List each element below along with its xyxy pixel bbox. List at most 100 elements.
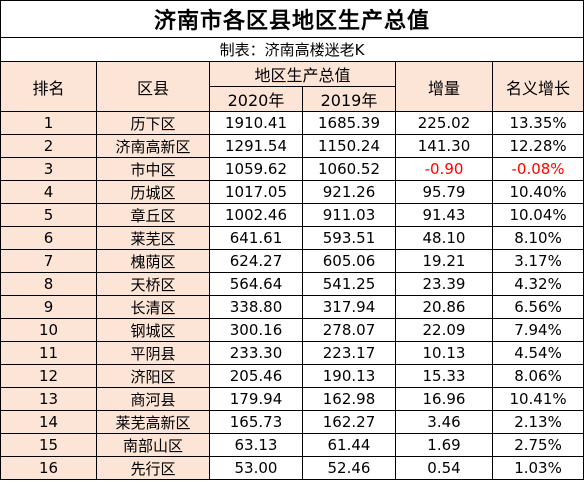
increase-cell: 225.02 — [395, 111, 493, 135]
table-row: 14 莱芜高新区 165.73 162.27 3.46 2.13% — [0, 410, 584, 434]
gdp-2020-cell: 1059.62 — [209, 157, 303, 181]
header-growth: 名义增长 — [491, 61, 584, 112]
rank-cell: 5 — [0, 203, 97, 227]
growth-cell: 4.32% — [491, 272, 584, 296]
table-row: 10 钢城区 300.16 278.07 22.09 7.94% — [0, 318, 584, 342]
gdp-2020-cell: 1017.05 — [209, 180, 303, 204]
growth-cell: 8.10% — [491, 226, 584, 250]
county-cell: 莱芜区 — [96, 226, 210, 250]
rank-cell: 12 — [0, 364, 97, 388]
gdp-2019-cell: 1685.39 — [302, 111, 396, 135]
gdp-2020-cell: 205.46 — [209, 364, 303, 388]
gdp-2020-cell: 179.94 — [209, 387, 303, 411]
county-cell: 钢城区 — [96, 318, 210, 342]
header-year-2020: 2020年 — [209, 86, 303, 112]
county-cell: 商河县 — [96, 387, 210, 411]
increase-cell: 91.43 — [395, 203, 493, 227]
gdp-2020-cell: 624.27 — [209, 249, 303, 273]
growth-cell: 2.13% — [491, 410, 584, 434]
increase-cell: 10.13 — [395, 341, 493, 365]
county-cell: 南部山区 — [96, 433, 210, 457]
growth-cell: 10.41% — [491, 387, 584, 411]
table-row: 13 商河县 179.94 162.98 16.96 10.41% — [0, 387, 584, 411]
growth-cell: 1.03% — [491, 456, 584, 480]
rank-cell: 13 — [0, 387, 97, 411]
gdp-2020-cell: 233.30 — [209, 341, 303, 365]
table-row: 9 长清区 338.80 317.94 20.86 6.56% — [0, 295, 584, 319]
gdp-2019-cell: 317.94 — [302, 295, 396, 319]
header-county: 区县 — [96, 61, 210, 112]
gdp-2019-cell: 61.44 — [302, 433, 396, 457]
gdp-2019-cell: 593.51 — [302, 226, 396, 250]
table-row: 4 历城区 1017.05 921.26 95.79 10.40% — [0, 180, 584, 204]
gdp-2020-cell: 63.13 — [209, 433, 303, 457]
gdp-2020-cell: 338.80 — [209, 295, 303, 319]
increase-cell: 0.54 — [395, 456, 493, 480]
increase-cell: -0.90 — [395, 157, 493, 181]
gdp-2020-cell: 1291.54 — [209, 134, 303, 158]
gdp-2019-cell: 1060.52 — [302, 157, 396, 181]
rank-cell: 6 — [0, 226, 97, 250]
county-cell: 济南高新区 — [96, 134, 210, 158]
growth-cell: 6.56% — [491, 295, 584, 319]
table-row: 3 市中区 1059.62 1060.52 -0.90 -0.08% — [0, 157, 584, 181]
header-rank: 排名 — [0, 61, 97, 112]
table-row: 6 莱芜区 641.61 593.51 48.10 8.10% — [0, 226, 584, 250]
header-gdp: 地区生产总值 — [209, 61, 396, 87]
county-cell: 槐荫区 — [96, 249, 210, 273]
table-row: 7 槐荫区 624.27 605.06 19.21 3.17% — [0, 249, 584, 273]
gdp-2019-cell: 223.17 — [302, 341, 396, 365]
table-row: 12 济阳区 205.46 190.13 15.33 8.06% — [0, 364, 584, 388]
rank-cell: 11 — [0, 341, 97, 365]
rank-cell: 4 — [0, 180, 97, 204]
table-title: 济南市各区县地区生产总值 — [0, 0, 584, 38]
table-row: 8 天桥区 564.64 541.25 23.39 4.32% — [0, 272, 584, 296]
rank-cell: 9 — [0, 295, 97, 319]
gdp-2020-cell: 165.73 — [209, 410, 303, 434]
rank-cell: 8 — [0, 272, 97, 296]
increase-cell: 22.09 — [395, 318, 493, 342]
rank-cell: 2 — [0, 134, 97, 158]
gdp-2019-cell: 911.03 — [302, 203, 396, 227]
gdp-2020-cell: 641.61 — [209, 226, 303, 250]
table-row: 5 章丘区 1002.46 911.03 91.43 10.04% — [0, 203, 584, 227]
increase-cell: 1.69 — [395, 433, 493, 457]
growth-cell: -0.08% — [491, 157, 584, 181]
rank-cell: 1 — [0, 111, 97, 135]
gdp-2019-cell: 52.46 — [302, 456, 396, 480]
county-cell: 先行区 — [96, 456, 210, 480]
county-cell: 市中区 — [96, 157, 210, 181]
increase-cell: 15.33 — [395, 364, 493, 388]
county-cell: 莱芜高新区 — [96, 410, 210, 434]
increase-cell: 95.79 — [395, 180, 493, 204]
gdp-2019-cell: 162.27 — [302, 410, 396, 434]
growth-cell: 13.35% — [491, 111, 584, 135]
table-row: 2 济南高新区 1291.54 1150.24 141.30 12.28% — [0, 134, 584, 158]
county-cell: 历城区 — [96, 180, 210, 204]
county-cell: 历下区 — [96, 111, 210, 135]
growth-cell: 4.54% — [491, 341, 584, 365]
header-increase: 增量 — [395, 61, 493, 112]
table-maker-credit: 制表：济南高楼迷老K — [0, 37, 584, 62]
rank-cell: 14 — [0, 410, 97, 434]
table-row: 11 平阴县 233.30 223.17 10.13 4.54% — [0, 341, 584, 365]
gdp-2020-cell: 564.64 — [209, 272, 303, 296]
gdp-2019-cell: 162.98 — [302, 387, 396, 411]
growth-cell: 7.94% — [491, 318, 584, 342]
county-cell: 长清区 — [96, 295, 210, 319]
county-cell: 平阴县 — [96, 341, 210, 365]
growth-cell: 2.75% — [491, 433, 584, 457]
gdp-2020-cell: 300.16 — [209, 318, 303, 342]
gdp-2019-cell: 190.13 — [302, 364, 396, 388]
gdp-2020-cell: 1910.41 — [209, 111, 303, 135]
gdp-table: 济南市各区县地区生产总值 制表：济南高楼迷老K 排名 区县 地区生产总值 增量 … — [0, 0, 584, 480]
rank-cell: 10 — [0, 318, 97, 342]
growth-cell: 12.28% — [491, 134, 584, 158]
gdp-2019-cell: 605.06 — [302, 249, 396, 273]
gdp-2019-cell: 278.07 — [302, 318, 396, 342]
rank-cell: 7 — [0, 249, 97, 273]
increase-cell: 3.46 — [395, 410, 493, 434]
gdp-2019-cell: 921.26 — [302, 180, 396, 204]
gdp-2020-cell: 53.00 — [209, 456, 303, 480]
